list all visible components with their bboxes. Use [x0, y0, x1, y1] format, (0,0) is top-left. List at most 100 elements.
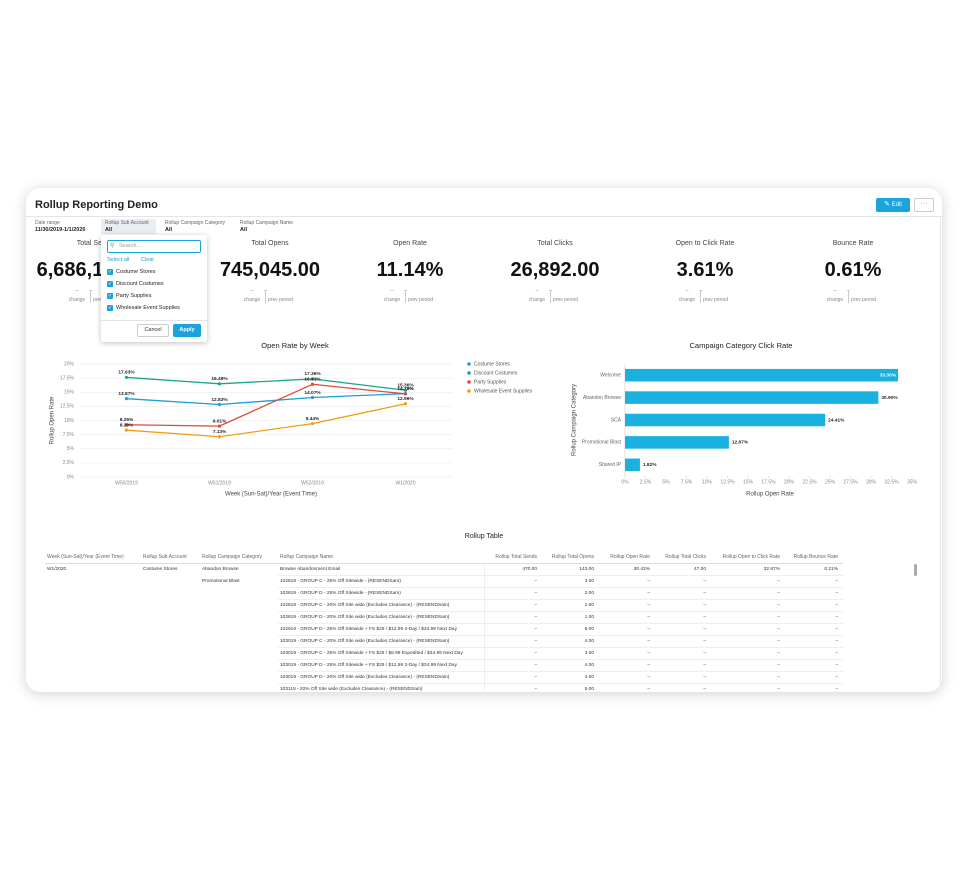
option-label[interactable]: Costume Stores — [116, 269, 156, 275]
table-cell: W1/2020 — [47, 567, 67, 572]
point — [217, 435, 222, 439]
scrollbar[interactable] — [914, 564, 917, 576]
filter-label[interactable]: Rollup Campaign Name — [240, 220, 294, 226]
table-cell: – — [703, 675, 706, 680]
table-cell: 0.21% — [824, 567, 838, 572]
y-tick-label: Abandon Browse — [583, 395, 621, 401]
kpi-label: Total Sends — [76, 240, 114, 247]
x-tick-label: W51/2019 — [208, 480, 231, 486]
filter-label[interactable]: Date range — [35, 220, 60, 226]
table-cell: Costume Stores — [143, 567, 178, 572]
kpi-prev: -- — [847, 288, 877, 294]
table-cell: 2.00 — [584, 591, 594, 596]
kpi-label: Total Opens — [251, 240, 289, 247]
bar — [625, 436, 729, 449]
x-tick-label: 32.5% — [884, 479, 899, 485]
x-tick-label: 0% — [621, 479, 629, 485]
table-cell: – — [777, 663, 780, 668]
bar — [625, 391, 879, 404]
kpi-divider — [700, 290, 701, 303]
x-tick-label: 22.5% — [802, 479, 817, 485]
kpi-prev-label: prev period — [703, 297, 729, 303]
kpi-value: 3.61% — [676, 259, 734, 281]
data-label: 30.90% — [881, 395, 898, 401]
table-cell: – — [703, 591, 706, 596]
y-tick-label: 0% — [67, 474, 75, 480]
legend-marker — [467, 371, 471, 375]
chart-title: Open Rate by Week — [261, 341, 329, 350]
header-divider — [45, 563, 843, 564]
option-label[interactable]: Discount Costumes — [116, 281, 164, 287]
table-cell: – — [777, 651, 780, 656]
kpi-value: 26,892.00 — [510, 259, 600, 281]
table-cell: 103019 - GROUP D - 25% Off Sitewide + FS… — [280, 663, 457, 668]
option-label[interactable]: Party Supplies — [116, 293, 152, 299]
kpi-change: -- — [685, 288, 689, 294]
data-label: 14.07% — [304, 390, 321, 396]
data-label: 12.96% — [397, 396, 414, 402]
table-cell: – — [777, 591, 780, 596]
card-edge — [940, 218, 941, 692]
point — [217, 402, 222, 407]
table-cell: 32.87% — [763, 567, 780, 572]
legend-label: Costume Stores — [474, 361, 510, 367]
kpi-divider — [405, 290, 406, 303]
filter-label[interactable]: Rollup Campaign Category — [165, 220, 226, 226]
more-button[interactable]: ··· — [914, 198, 934, 212]
kpi-change: -- — [75, 288, 79, 294]
table-cell: – — [835, 627, 838, 632]
table-cell: – — [835, 639, 838, 644]
table-cell: – — [777, 675, 780, 680]
table-cell: – — [777, 687, 780, 692]
filter-value[interactable]: All — [165, 227, 173, 233]
table-cell: 102819 - GROUP C - 20% Off Site wide (Ex… — [280, 603, 450, 608]
legend-label: Party Supplies — [474, 379, 507, 385]
cancel-button[interactable]: Cancel — [137, 324, 169, 337]
x-tick-label: 15% — [743, 479, 754, 485]
x-tick-label: 2.5% — [640, 479, 652, 485]
option-label[interactable]: Wholesale Event Supplies — [116, 305, 180, 311]
dropdown-divider — [101, 320, 207, 321]
checkbox[interactable]: ✓ — [107, 293, 113, 299]
point — [403, 392, 408, 396]
checkbox[interactable]: ✓ — [107, 281, 113, 287]
search-placeholder: Search... — [119, 243, 142, 249]
report-title: Rollup Reporting Demo — [35, 199, 158, 211]
kpi-change: -- — [390, 288, 394, 294]
filter-label[interactable]: Rollup Sub Account — [105, 220, 149, 226]
col-divider — [484, 564, 485, 692]
apply-button[interactable]: Apply — [173, 324, 201, 337]
point — [124, 397, 129, 401]
filter-value[interactable]: All — [105, 227, 113, 233]
legend-label: Wholesale Event Supplies — [474, 388, 533, 394]
table-cell: – — [703, 663, 706, 668]
data-label: 16.41% — [304, 377, 321, 383]
y-axis-title: Rollup Campaign Category — [572, 384, 578, 456]
series-line — [126, 392, 406, 406]
kpi-change-label: change — [678, 297, 696, 303]
kpi-divider — [265, 290, 266, 303]
kpi-divider — [848, 290, 849, 303]
checkbox[interactable]: ✓ — [107, 269, 113, 275]
kpi-divider — [550, 290, 551, 303]
table-cell: – — [835, 615, 838, 620]
clear-link[interactable]: Clear — [141, 257, 155, 263]
table-cell: – — [647, 591, 650, 596]
kpi-change-label: change — [826, 297, 844, 303]
row-divider — [278, 599, 843, 600]
edit-button[interactable]: ✎ Edit — [876, 198, 910, 212]
table-cell: – — [835, 651, 838, 656]
bar — [625, 458, 640, 472]
search-box[interactable] — [107, 240, 201, 253]
filter-value[interactable]: 11/30/2019-1/1/2020 — [35, 227, 86, 233]
column-header: Rollup Sub Account — [143, 554, 187, 560]
table-cell: – — [777, 579, 780, 584]
x-tick-label: 5% — [662, 479, 670, 485]
table-cell: – — [534, 591, 537, 596]
row-divider — [278, 587, 843, 588]
select-all[interactable]: Select all — [107, 257, 130, 263]
table-cell: – — [534, 663, 537, 668]
checkbox[interactable]: ✓ — [107, 305, 113, 311]
table-cell: – — [647, 663, 650, 668]
filter-value[interactable]: All — [240, 227, 248, 233]
